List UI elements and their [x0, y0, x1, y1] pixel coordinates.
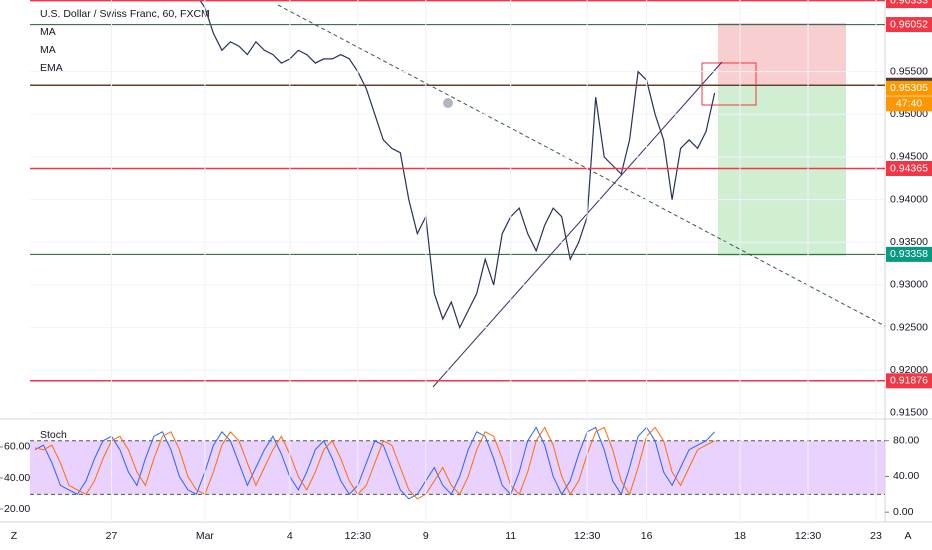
stoch-pane: 80.00 40.00 0.00 60.00 40.00 20.00 [0, 426, 919, 518]
level-label: 0.96052 [890, 18, 928, 30]
y-tick-label: 80.00 [893, 435, 919, 447]
y-tick-label: 40.00 [893, 470, 919, 482]
indicator-label: EMA [40, 62, 63, 74]
level-label-box [886, 373, 932, 389]
x-tick-label: 27 [106, 530, 118, 542]
x-tick-label: 12:30 [345, 530, 371, 542]
level-label-box [886, 0, 932, 9]
zoom-button[interactable]: Z [11, 530, 18, 542]
x-tick-label: Mar [196, 530, 215, 542]
event-icon [443, 98, 453, 108]
level-label-box [886, 80, 932, 96]
stoch-line [34, 426, 715, 500]
level-label-box [886, 160, 932, 176]
y-tick-label: 0.95500 [890, 65, 928, 77]
y2-tick-label: 60.00 [4, 441, 30, 453]
level-label: 0.91876 [890, 375, 928, 387]
x-tick-label: 12:30 [795, 530, 821, 542]
x-tick-label: 23 [870, 530, 882, 542]
x-tick-label: 4 [287, 530, 293, 542]
indicator-label: MA [40, 26, 56, 38]
x-tick-label: 9 [423, 530, 429, 542]
y-tick-label: 0.00 [893, 506, 914, 518]
main-pane: 0.91500 0.92000 0.92500 0.93000 0.93500 0.940… [30, 0, 932, 419]
y2-tick-label: 20.00 [4, 503, 30, 515]
y-tick-label: 0.94000 [890, 193, 928, 205]
target-zone [718, 86, 846, 256]
stoch-line [34, 426, 715, 500]
trend-line [432, 61, 723, 388]
y-tick-label: 0.92000 [890, 364, 928, 376]
level-label: 0.93358 [890, 248, 928, 260]
x-tick-label: 16 [641, 530, 653, 542]
level-label-box [886, 246, 932, 262]
y-tick-label: 0.91500 [890, 407, 928, 419]
stoch-title: Stoch [40, 429, 67, 441]
y2-tick-label: 40.00 [4, 472, 30, 484]
y-tick-label: 0.94500 [890, 151, 928, 163]
level-label: 0.96333 [890, 0, 928, 6]
x-tick-label: 11 [505, 530, 516, 542]
y-tick-label: 0.93000 [890, 279, 928, 291]
countdown-box [886, 96, 932, 112]
auto-button[interactable]: A [904, 530, 911, 542]
y-tick-label: 0.92500 [890, 321, 928, 333]
stop-zone [718, 23, 846, 86]
stoch-band [30, 440, 885, 495]
dashed-trend-line [277, 4, 886, 327]
level-label: 0.95305 [890, 82, 928, 94]
chart-title: U.S. Dollar / Swiss Franc, 60, FXCM [40, 8, 210, 20]
y-tick-label: 0.93500 [890, 236, 928, 248]
indicator-label: MA [40, 44, 56, 56]
level-label-box [886, 17, 932, 33]
x-tick-label: 18 [734, 530, 746, 542]
price-line [199, 0, 716, 330]
level-label: 0.94365 [890, 162, 928, 174]
x-tick-label: 12:30 [574, 530, 600, 542]
countdown: 47:40 [896, 98, 922, 110]
